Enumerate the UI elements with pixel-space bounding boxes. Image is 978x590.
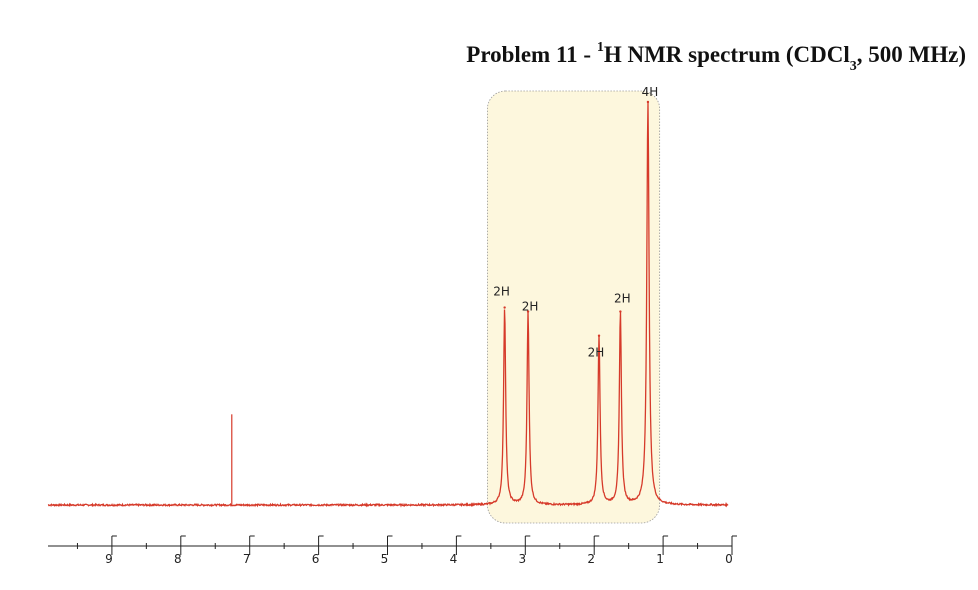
x-tick-label: 1 (656, 552, 664, 566)
title-main: H NMR spectrum (CDCl (603, 42, 850, 67)
title-superscript: 1 (596, 40, 604, 56)
peak-integration-label: 2H (522, 300, 539, 314)
peak-4 (619, 310, 622, 313)
peak-3 (597, 334, 601, 337)
peak-5 (646, 100, 650, 104)
peak-1 (503, 306, 506, 309)
peak-integration-label: 2H (493, 285, 510, 299)
x-tick-label: 2 (587, 552, 595, 566)
title-subscript: 3 (849, 58, 857, 74)
chart-title: Problem 11 - 1H NMR spectrum (CDCl3, 500… (466, 40, 966, 74)
highlight-region (487, 90, 661, 524)
peak-integration-label: 2H (614, 292, 631, 306)
spectrum-trace (47, 101, 729, 508)
x-tick-label: 5 (381, 552, 389, 566)
peak-2 (526, 310, 530, 313)
x-tick-label: 0 (725, 552, 733, 566)
peak-integration-label: 2H (588, 346, 605, 360)
title-prefix: Problem 11 - (466, 42, 597, 67)
peak-integration-label: 4H (642, 85, 659, 99)
x-tick-label: 6 (312, 552, 320, 566)
x-tick-label: 4 (450, 552, 458, 566)
x-tick-label: 8 (174, 552, 182, 566)
x-tick-label: 7 (243, 552, 251, 566)
x-tick-label: 3 (518, 552, 526, 566)
x-tick-label: 9 (105, 552, 113, 566)
title-suffix: , 500 MHz) (856, 42, 966, 67)
